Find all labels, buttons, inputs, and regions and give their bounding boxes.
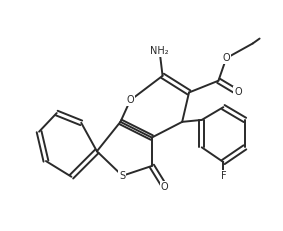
Text: O: O [127,95,134,105]
Text: O: O [161,182,168,191]
Text: O: O [222,53,230,63]
Text: S: S [119,171,125,181]
Text: NH₂: NH₂ [150,46,169,56]
Text: O: O [234,88,242,97]
Text: F: F [220,171,226,181]
